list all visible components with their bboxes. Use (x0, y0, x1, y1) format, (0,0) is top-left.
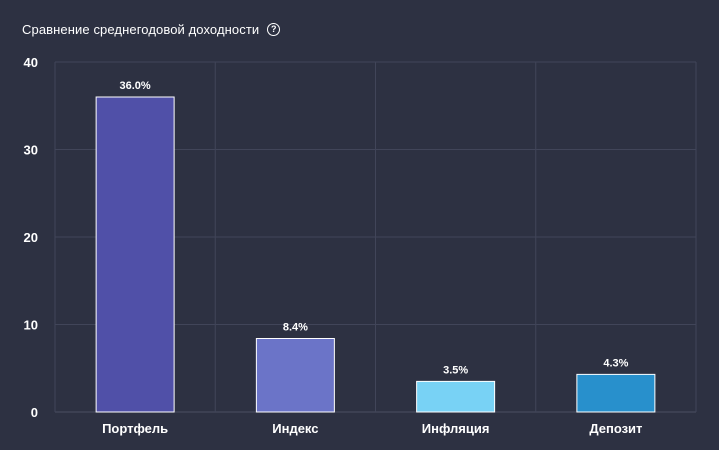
bar (576, 373, 656, 413)
x-tick-label: Портфель (102, 421, 168, 436)
y-tick-label: 10 (24, 318, 38, 333)
chart-header: Сравнение среднегодовой доходности ? (22, 22, 281, 37)
x-tick-label: Депозит (589, 421, 642, 436)
x-tick-label: Инфляция (422, 421, 490, 436)
question-circle-icon[interactable]: ? (267, 23, 281, 36)
data-label: 8.4% (283, 322, 308, 334)
y-tick-label: 40 (24, 55, 38, 70)
y-tick-label: 30 (24, 143, 38, 158)
y-tick-label: 0 (31, 405, 38, 420)
x-tick-label: Индекс (272, 421, 318, 436)
data-label: 36.0% (120, 80, 151, 92)
bar (95, 96, 175, 413)
chart-title: Сравнение среднегодовой доходности (22, 22, 260, 37)
bar (416, 380, 496, 413)
bar (255, 338, 335, 413)
y-tick-label: 20 (24, 230, 38, 245)
data-label: 4.3% (603, 357, 628, 369)
data-label: 3.5% (443, 364, 468, 376)
